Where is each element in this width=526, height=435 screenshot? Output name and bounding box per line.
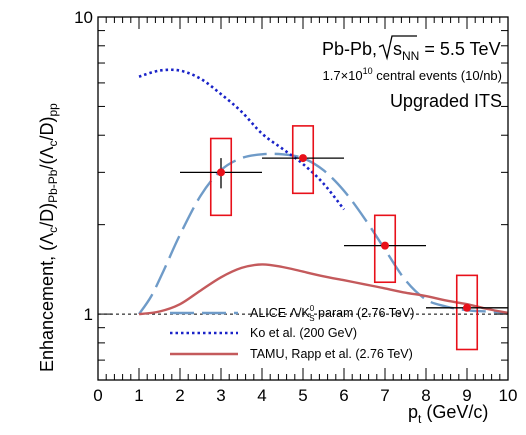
y-tick-label-1: 10 [74, 8, 93, 27]
legend-label-2: TAMU, Rapp et al. (2.76 TeV) [250, 347, 413, 361]
annotation-system-rest: sNN = 5.5 TeV [393, 39, 501, 63]
x-tick-label-4: 4 [257, 386, 266, 405]
x-tick-label-0: 0 [93, 386, 102, 405]
legend-label-0: ALICE Λ/K0 S param (2.76 TeV) [250, 304, 414, 323]
x-axis-label: pt (GeV/c) [408, 402, 488, 426]
sys-box-0 [209, 137, 233, 217]
x-tick-label-5: 5 [298, 386, 307, 405]
sys-box-1 [291, 125, 315, 195]
series-line-2 [138, 263, 509, 316]
x-tick-label-10: 10 [499, 386, 518, 405]
data-point-1 [299, 154, 307, 163]
data-point-2 [381, 241, 389, 250]
annotation-system-prefix: Pb-Pb, [322, 39, 377, 59]
y-axis-label: Enhancement, (Λc/D)Pb-Pb/(Λc/D)pp [37, 103, 60, 372]
annotation-system: Pb-Pb, sNN = 5.5 TeV [322, 35, 501, 63]
series-line-1 [138, 68, 346, 211]
sys-box-3 [455, 274, 479, 351]
sqrt-sign [378, 35, 417, 61]
x-tick-label-2: 2 [175, 386, 184, 405]
x-tick-label-1: 1 [134, 386, 143, 405]
x-tick-label-3: 3 [216, 386, 225, 405]
x-tick-label-7: 7 [380, 386, 389, 405]
y-tick-label-0: 1 [84, 305, 93, 324]
x-tick-label-8: 8 [421, 386, 430, 405]
plot-background [98, 17, 508, 380]
data-point-3 [463, 303, 471, 312]
legend-label-1: Ko et al. (200 GeV) [250, 326, 357, 340]
sys-box-2 [373, 214, 397, 284]
annotation-detector: Upgraded ITS [390, 91, 502, 111]
annotation-events: 1.7×1010 central events (10/nb) [323, 66, 503, 83]
data-point-0 [217, 168, 225, 177]
x-tick-label-6: 6 [339, 386, 348, 405]
x-tick-label-9: 9 [462, 386, 471, 405]
